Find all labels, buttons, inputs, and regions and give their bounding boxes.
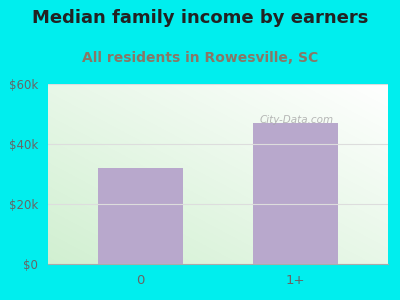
Bar xyxy=(253,123,338,264)
Text: All residents in Rowesville, SC: All residents in Rowesville, SC xyxy=(82,51,318,65)
Bar xyxy=(98,168,183,264)
Text: Median family income by earners: Median family income by earners xyxy=(32,9,368,27)
Text: City-Data.com: City-Data.com xyxy=(259,115,333,125)
